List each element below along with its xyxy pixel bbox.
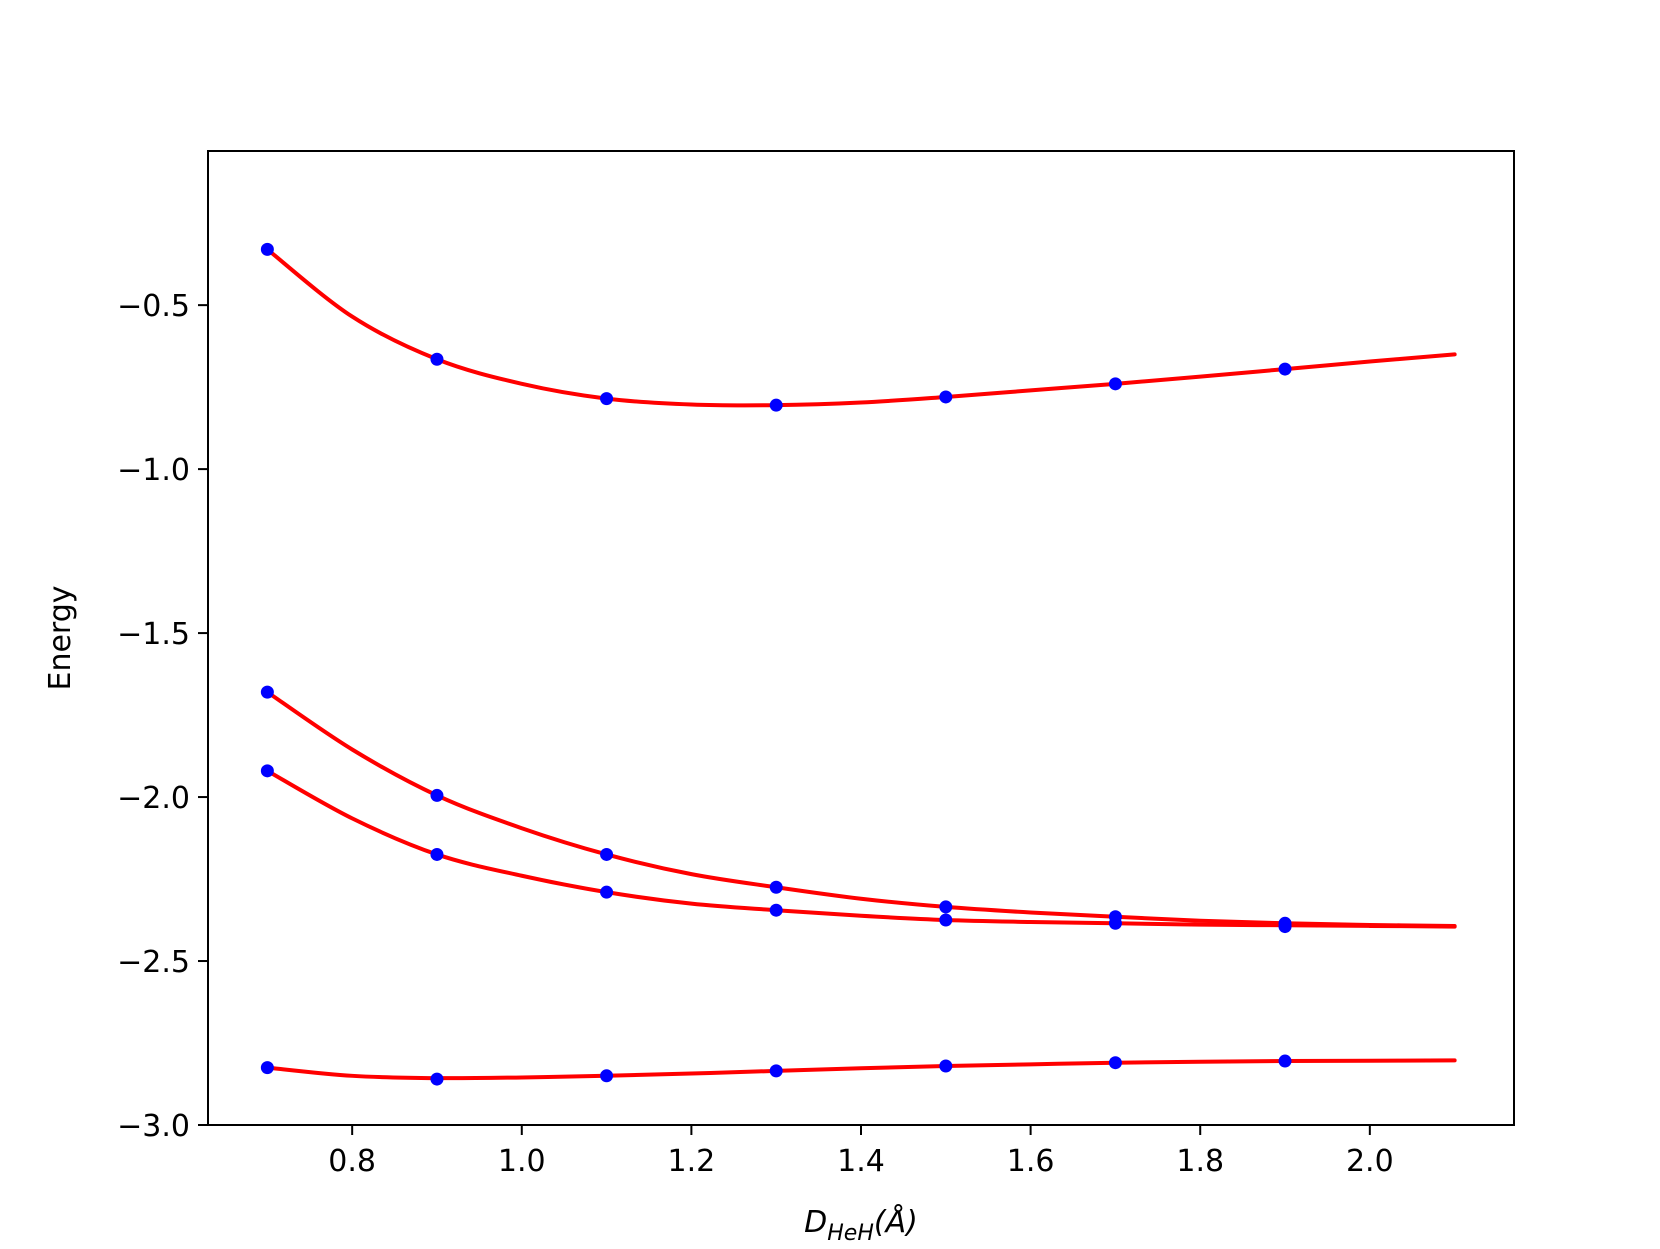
data-point-s2-1 xyxy=(260,685,274,699)
data-point-s4-6 xyxy=(1108,1056,1122,1070)
fit-curve-3 xyxy=(265,768,1457,929)
x-tick-label: 0.8 xyxy=(328,1144,376,1179)
data-point-s2-5 xyxy=(939,900,953,914)
data-point-s3-7 xyxy=(1278,920,1292,934)
x-tick-label: 1.6 xyxy=(1007,1144,1055,1179)
data-point-s4-1 xyxy=(260,1061,274,1075)
data-point-s1-4 xyxy=(769,398,783,412)
data-point-s3-3 xyxy=(600,885,614,899)
y-tick-label: −2.0 xyxy=(117,781,190,816)
x-tick-label: 1.8 xyxy=(1176,1144,1224,1179)
x-axis-ticks: 0.8 1.0 1.2 1.4 1.6 1.8 2.0 xyxy=(328,1125,1394,1179)
data-point-s1-1 xyxy=(260,242,274,256)
y-tick-label: −1.0 xyxy=(117,453,190,488)
y-axis-ticks: −3.0 −2.5 −2.0 −1.5 −1.0 −0.5 xyxy=(117,289,208,1144)
data-point-s1-7 xyxy=(1278,362,1292,376)
x-tick-label: 1.2 xyxy=(668,1144,716,1179)
fit-curve-4 xyxy=(265,1058,1457,1081)
data-point-s2-3 xyxy=(600,847,614,861)
y-tick-label: −3.0 xyxy=(117,1109,190,1144)
data-point-s3-2 xyxy=(430,847,444,861)
data-point-s2-2 xyxy=(430,788,444,802)
data-point-s3-6 xyxy=(1108,916,1122,930)
data-point-s4-4 xyxy=(769,1064,783,1078)
x-axis-label-suffix: (Å) xyxy=(874,1204,918,1240)
x-tick-label: 1.4 xyxy=(837,1144,885,1179)
data-points xyxy=(260,242,1292,1086)
fit-curve-2 xyxy=(265,690,1457,928)
data-point-s3-4 xyxy=(769,903,783,917)
fit-curves xyxy=(265,247,1457,1081)
y-tick-label: −1.5 xyxy=(117,617,190,652)
data-point-s1-6 xyxy=(1108,377,1122,391)
data-point-s4-3 xyxy=(600,1069,614,1083)
x-axis-label-subscript: HeH xyxy=(827,1221,874,1245)
data-point-s1-2 xyxy=(430,352,444,366)
data-point-s1-5 xyxy=(939,390,953,404)
y-tick-label: −0.5 xyxy=(117,289,190,324)
y-tick-label: −2.5 xyxy=(117,945,190,980)
data-point-s4-5 xyxy=(939,1059,953,1073)
y-axis-label: Energy xyxy=(43,585,78,690)
x-tick-label: 1.0 xyxy=(498,1144,546,1179)
data-point-s3-1 xyxy=(260,764,274,778)
x-axis-label-main: D xyxy=(804,1205,827,1240)
x-axis-label: DHeH(Å) xyxy=(804,1204,918,1245)
x-tick-label: 2.0 xyxy=(1346,1144,1394,1179)
data-point-s1-3 xyxy=(600,392,614,406)
data-point-s2-4 xyxy=(769,880,783,894)
data-point-s3-5 xyxy=(939,913,953,927)
fit-curve-1 xyxy=(265,247,1457,408)
data-point-s4-7 xyxy=(1278,1054,1292,1068)
data-point-s4-2 xyxy=(430,1072,444,1086)
